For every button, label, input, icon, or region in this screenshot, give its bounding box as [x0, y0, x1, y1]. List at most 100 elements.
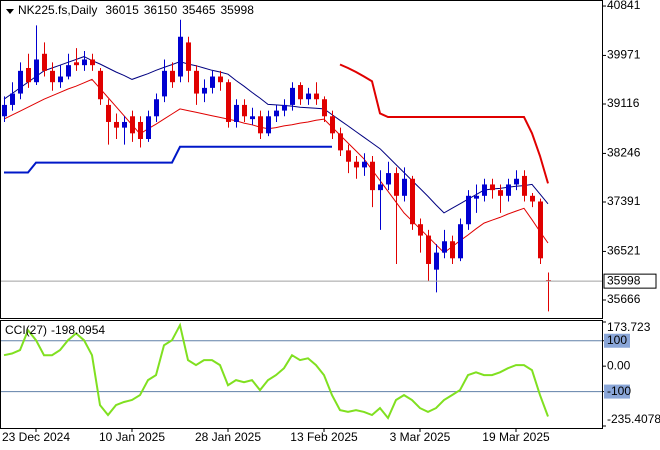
candle-body — [98, 70, 103, 100]
candle-body — [218, 76, 223, 83]
candle-body — [458, 224, 463, 259]
candle-body — [506, 184, 511, 196]
candle-body — [274, 110, 279, 117]
candle-body — [410, 178, 415, 225]
candle-body — [114, 121, 119, 128]
indicator-name: CCI(27) — [5, 323, 47, 337]
candle-body — [234, 104, 239, 122]
candle-body — [170, 70, 175, 83]
candle-body — [162, 70, 167, 97]
candle-body — [306, 93, 311, 100]
x-tick-label: 13 Feb 2025 — [290, 430, 358, 444]
candle-body — [90, 59, 95, 66]
candle-body — [418, 224, 423, 236]
chart-header: NK225.fs,Daily 36015 36150 35465 35998 — [18, 3, 254, 17]
candle-body — [290, 87, 295, 105]
candle-body — [474, 195, 479, 199]
candle-body — [82, 59, 87, 66]
candle-body — [2, 104, 7, 117]
candle-body — [466, 195, 471, 225]
y-tick-label: -100 — [607, 384, 631, 398]
open: 36015 — [105, 3, 139, 17]
candle-body — [74, 62, 79, 66]
candle-body — [154, 99, 159, 117]
x-tick-label: 23 Dec 2024 — [2, 430, 70, 444]
candle-body — [18, 70, 23, 94]
candle-body — [322, 99, 327, 117]
x-tick-label: 10 Jan 2025 — [99, 430, 165, 444]
x-tick-label: 19 Mar 2025 — [482, 430, 550, 444]
candle-body — [266, 116, 271, 134]
candle-body — [482, 184, 487, 196]
candle-body — [122, 121, 127, 128]
x-tick-label: 3 Mar 2025 — [390, 430, 451, 444]
candle-body — [34, 59, 39, 83]
candle-body — [58, 76, 63, 83]
candle-body — [226, 82, 231, 122]
candle-body — [138, 121, 143, 140]
high: 36150 — [144, 3, 178, 17]
candle-body — [338, 133, 343, 151]
price-label: 35998 — [607, 273, 641, 287]
collapse-icon — [6, 9, 14, 14]
candle-body — [514, 178, 519, 185]
candle-body — [194, 70, 199, 94]
y-tick-label: 0.00 — [607, 358, 631, 372]
candle-body — [354, 161, 359, 168]
candle-body — [442, 241, 447, 253]
indicator-line — [3, 78, 549, 254]
candle-body — [50, 70, 55, 83]
candle-body — [106, 104, 111, 122]
price-box — [603, 273, 657, 289]
cci-line — [3, 322, 549, 420]
candle-body — [178, 36, 183, 77]
candle-body — [426, 235, 431, 264]
candle-body — [490, 184, 495, 191]
y-tick-label: 36521 — [607, 244, 641, 258]
candle-body — [346, 150, 351, 162]
symbol: NK225.fs,Daily — [18, 3, 97, 17]
close: 35998 — [221, 3, 255, 17]
candle-body — [242, 104, 247, 117]
cci-panel-frame — [0, 320, 603, 429]
candle-body — [530, 195, 535, 202]
candle-body — [370, 161, 375, 191]
indicator-line — [4, 145, 332, 174]
candle-body — [130, 116, 135, 134]
y-tick-label: 38246 — [607, 146, 641, 160]
cci-header: CCI(27) -198.0954 — [5, 323, 105, 337]
candle-body — [522, 175, 527, 196]
main-panel-frame — [0, 0, 603, 319]
candle-body — [66, 65, 71, 77]
candle-body — [258, 116, 263, 134]
candle-body — [450, 241, 455, 259]
y-tick-label: 40841 — [607, 0, 641, 12]
y-tick-label: 37391 — [607, 194, 641, 208]
candle-body — [434, 252, 439, 270]
y-tick-label: 39971 — [607, 48, 641, 62]
y-tick-label: 35666 — [607, 292, 641, 306]
candle-body — [330, 116, 335, 134]
candle-body — [394, 173, 399, 196]
candle-body — [10, 93, 15, 105]
candle-body — [42, 53, 47, 71]
candle-body — [314, 93, 319, 100]
candle-body — [298, 85, 303, 100]
level-box — [604, 333, 630, 348]
candle-body — [26, 67, 31, 83]
candle-body — [386, 173, 391, 185]
y-tick-label: 39116 — [607, 96, 640, 110]
x-tick-label: 28 Jan 2025 — [195, 430, 261, 444]
y-tick-label: 100 — [607, 333, 627, 347]
candle-body — [378, 184, 383, 191]
indicator-line — [339, 63, 549, 184]
candle-body — [210, 76, 215, 88]
candle-body — [146, 116, 151, 140]
candle-body — [538, 201, 543, 259]
low: 35465 — [182, 3, 216, 17]
y-tick-label: -235.4078 — [607, 412, 660, 426]
indicator-value: -198.0954 — [51, 323, 105, 337]
level-box — [604, 384, 630, 399]
